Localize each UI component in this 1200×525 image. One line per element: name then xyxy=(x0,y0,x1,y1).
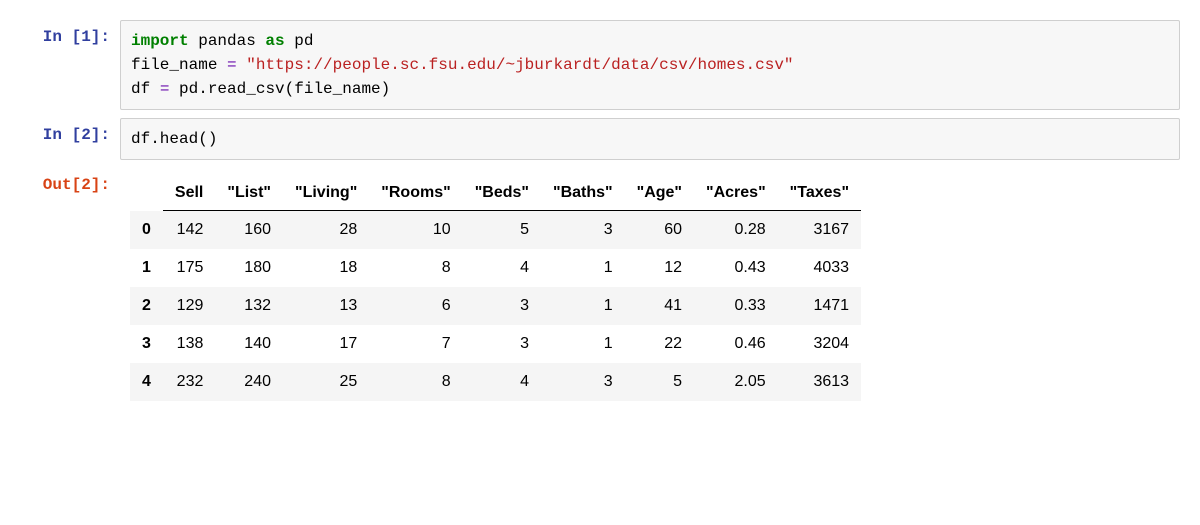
row-index: 0 xyxy=(130,211,163,250)
code-input-1[interactable]: import pandas as pd file_name = "https:/… xyxy=(120,20,1180,110)
cell: 8 xyxy=(369,363,462,401)
table-row: 0 142 160 28 10 5 3 60 0.28 3167 xyxy=(130,211,861,250)
cell: 18 xyxy=(283,249,369,287)
col-header: "Beds" xyxy=(463,176,541,211)
input-prompt-2: In [2]: xyxy=(20,118,120,144)
cell: 7 xyxy=(369,325,462,363)
cell: 4033 xyxy=(778,249,861,287)
table-row: 4 232 240 25 8 4 3 5 2.05 3613 xyxy=(130,363,861,401)
var-df: df xyxy=(131,80,160,98)
output-cell-2: Out[2]: Sell "List" "Living" "Rooms" "Be… xyxy=(20,168,1180,401)
cell: 3 xyxy=(463,325,541,363)
dataframe-table: Sell "List" "Living" "Rooms" "Beds" "Bat… xyxy=(130,176,861,401)
cell: 142 xyxy=(163,211,215,250)
col-header: "Baths" xyxy=(541,176,625,211)
code-input-2[interactable]: df.head() xyxy=(120,118,1180,160)
cell: 4 xyxy=(463,363,541,401)
col-header: "Living" xyxy=(283,176,369,211)
cell: 3613 xyxy=(778,363,861,401)
col-header: "Acres" xyxy=(694,176,778,211)
cell: 232 xyxy=(163,363,215,401)
assign-op: = xyxy=(160,80,170,98)
cell: 4 xyxy=(463,249,541,287)
row-index: 4 xyxy=(130,363,163,401)
alias-name: pd xyxy=(285,32,314,50)
cell: 25 xyxy=(283,363,369,401)
table-row: 2 129 132 13 6 3 1 41 0.33 1471 xyxy=(130,287,861,325)
input-prompt-1: In [1]: xyxy=(20,20,120,46)
cell: 175 xyxy=(163,249,215,287)
cell: 12 xyxy=(625,249,694,287)
call-df-head: df.head() xyxy=(131,130,217,148)
output-prompt-2: Out[2]: xyxy=(20,168,120,194)
cell: 180 xyxy=(215,249,283,287)
keyword-import: import xyxy=(131,32,189,50)
cell: 3167 xyxy=(778,211,861,250)
index-header-blank xyxy=(130,176,163,211)
cell: 1 xyxy=(541,249,625,287)
cell: 0.46 xyxy=(694,325,778,363)
cell: 129 xyxy=(163,287,215,325)
cell: 60 xyxy=(625,211,694,250)
col-header: "Rooms" xyxy=(369,176,462,211)
code-cell-1: In [1]: import pandas as pd file_name = … xyxy=(20,20,1180,110)
cell: 3204 xyxy=(778,325,861,363)
row-index: 2 xyxy=(130,287,163,325)
cell: 13 xyxy=(283,287,369,325)
cell: 17 xyxy=(283,325,369,363)
keyword-as: as xyxy=(265,32,284,50)
cell: 5 xyxy=(463,211,541,250)
cell: 3 xyxy=(463,287,541,325)
cell: 0.28 xyxy=(694,211,778,250)
col-header: "Age" xyxy=(625,176,694,211)
col-header: "Taxes" xyxy=(778,176,861,211)
cell: 5 xyxy=(625,363,694,401)
string-literal-url: "https://people.sc.fsu.edu/~jburkardt/da… xyxy=(246,56,793,74)
call-read-csv: pd.read_csv(file_name) xyxy=(169,80,390,98)
cell: 240 xyxy=(215,363,283,401)
cell: 140 xyxy=(215,325,283,363)
cell: 8 xyxy=(369,249,462,287)
table-row: 1 175 180 18 8 4 1 12 0.43 4033 xyxy=(130,249,861,287)
cell: 10 xyxy=(369,211,462,250)
cell: 41 xyxy=(625,287,694,325)
col-header: Sell xyxy=(163,176,215,211)
module-name: pandas xyxy=(189,32,266,50)
cell: 3 xyxy=(541,211,625,250)
assign-op: = xyxy=(227,56,237,74)
cell: 2.05 xyxy=(694,363,778,401)
row-index: 3 xyxy=(130,325,163,363)
cell: 132 xyxy=(215,287,283,325)
cell: 6 xyxy=(369,287,462,325)
cell: 3 xyxy=(541,363,625,401)
cell: 138 xyxy=(163,325,215,363)
cell: 160 xyxy=(215,211,283,250)
output-area-2: Sell "List" "Living" "Rooms" "Beds" "Bat… xyxy=(120,168,1180,401)
cell: 1471 xyxy=(778,287,861,325)
cell: 0.33 xyxy=(694,287,778,325)
cell: 22 xyxy=(625,325,694,363)
table-row: 3 138 140 17 7 3 1 22 0.46 3204 xyxy=(130,325,861,363)
space xyxy=(237,56,247,74)
cell: 0.43 xyxy=(694,249,778,287)
cell: 1 xyxy=(541,325,625,363)
code-cell-2: In [2]: df.head() xyxy=(20,118,1180,160)
col-header: "List" xyxy=(215,176,283,211)
cell: 28 xyxy=(283,211,369,250)
var-filename: file_name xyxy=(131,56,227,74)
row-index: 1 xyxy=(130,249,163,287)
cell: 1 xyxy=(541,287,625,325)
table-header-row: Sell "List" "Living" "Rooms" "Beds" "Bat… xyxy=(130,176,861,211)
